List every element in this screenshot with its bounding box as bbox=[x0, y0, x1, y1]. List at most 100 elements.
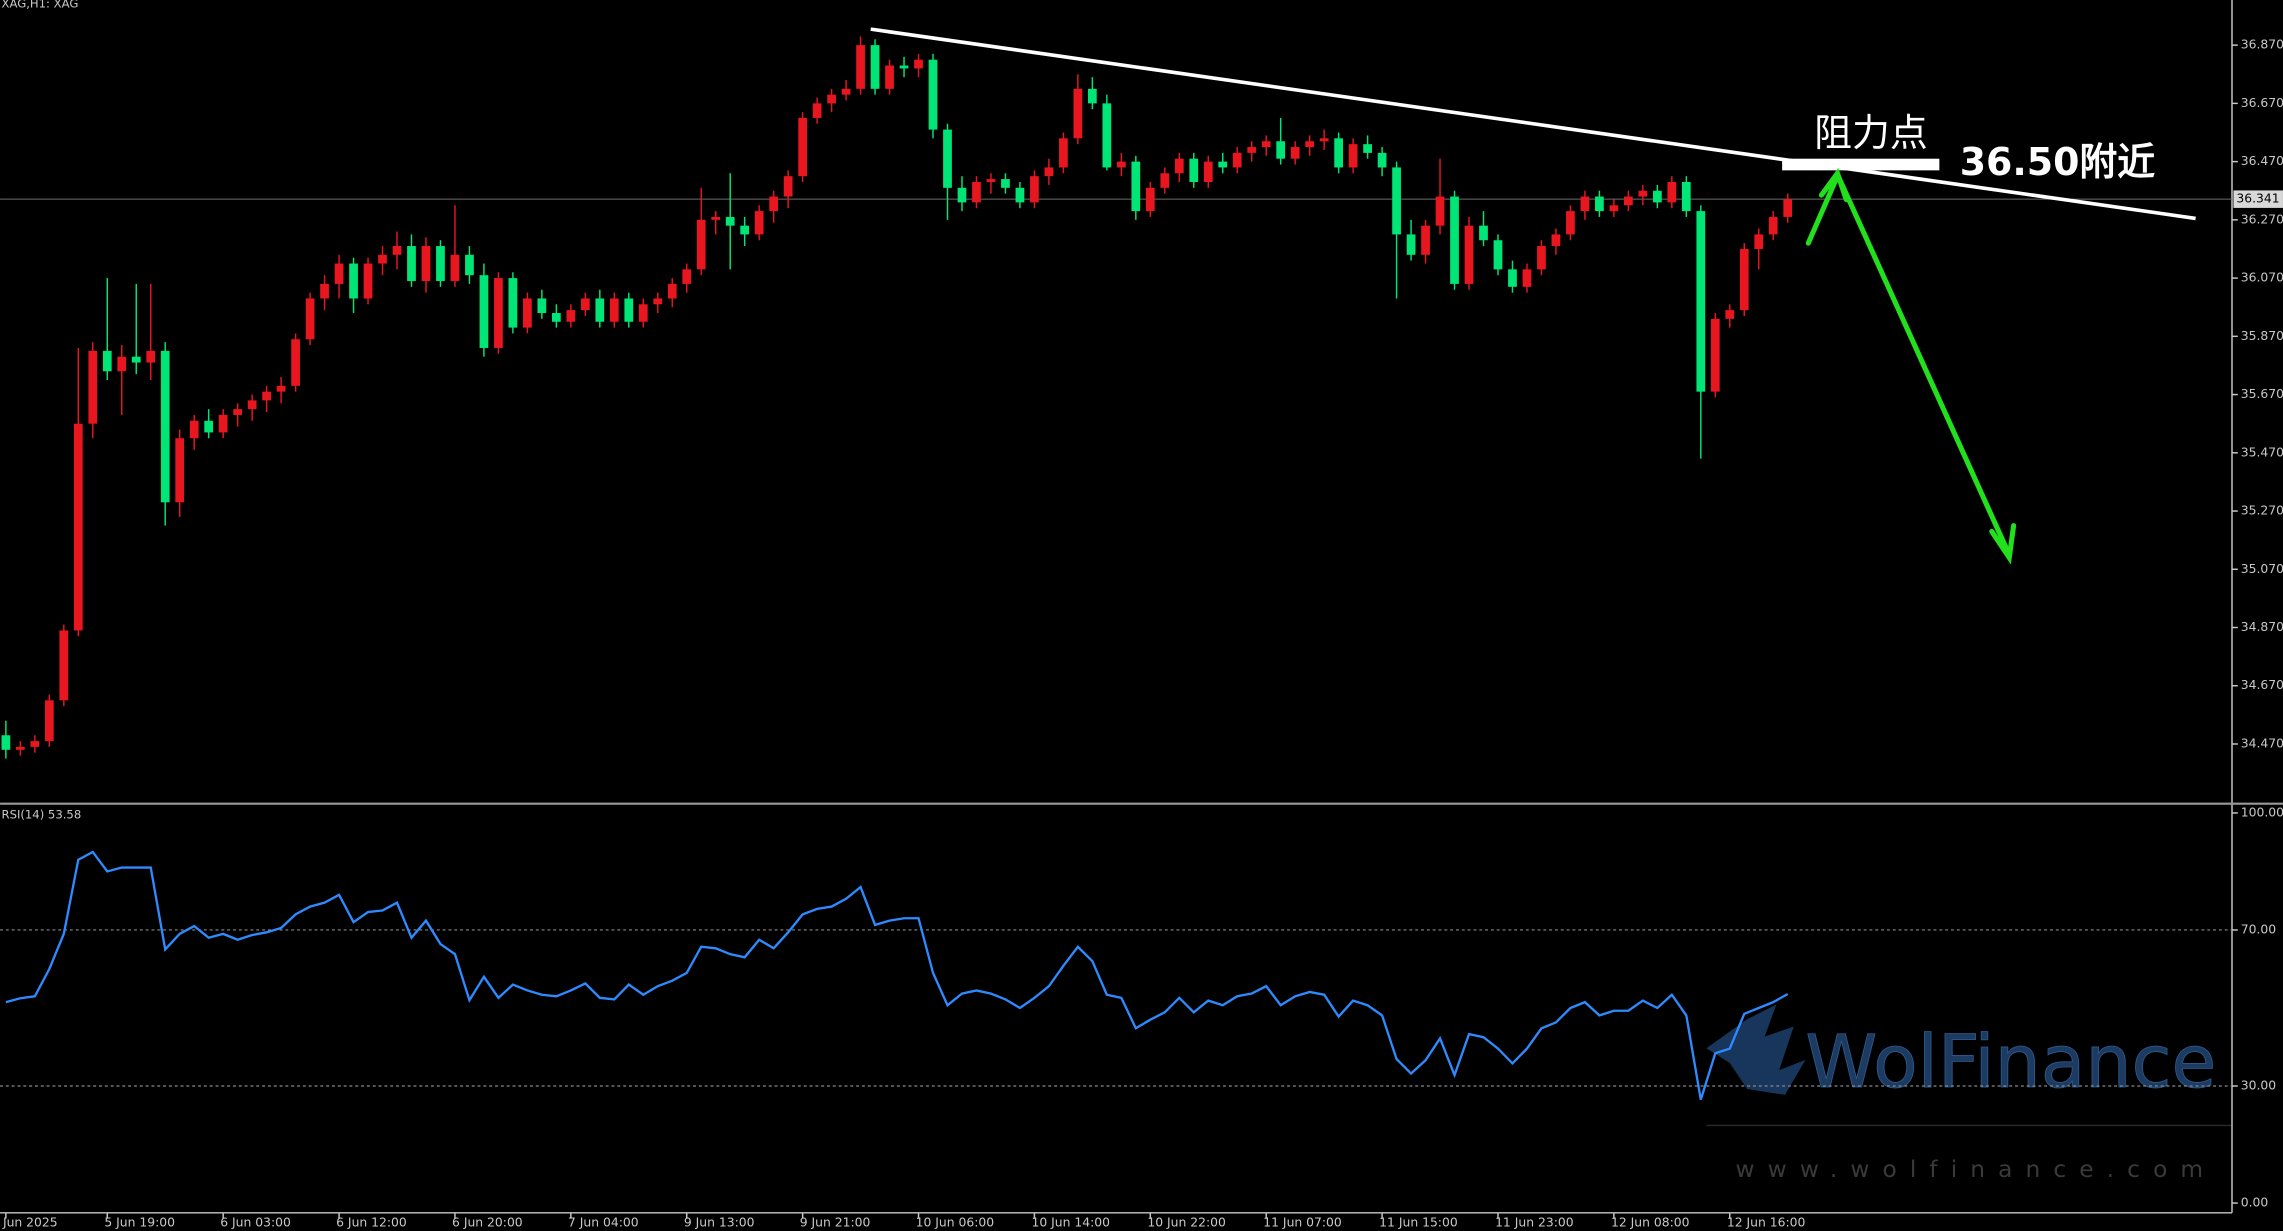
candle-body bbox=[349, 263, 358, 299]
candle-body bbox=[59, 630, 69, 701]
candle-body bbox=[725, 216, 735, 226]
candle-body bbox=[1551, 234, 1561, 247]
candle-body bbox=[1044, 167, 1054, 177]
candle-body bbox=[1276, 141, 1286, 159]
candle-body bbox=[102, 350, 112, 372]
candle-body bbox=[1638, 190, 1648, 197]
x-tick-label: 6 Jun 20:00 bbox=[452, 1215, 523, 1229]
candle-body bbox=[1131, 161, 1141, 212]
candle-body bbox=[204, 420, 214, 433]
candle-body bbox=[1363, 144, 1372, 153]
y-tick-label: 0.00 bbox=[2241, 1196, 2269, 1210]
x-tick-label: 9 Jun 13:00 bbox=[684, 1215, 755, 1229]
candle-body bbox=[1652, 190, 1662, 203]
candle-body bbox=[189, 420, 199, 439]
y-tick-label: 36.070 bbox=[2241, 271, 2283, 285]
candle-body bbox=[1595, 196, 1604, 212]
candle-body bbox=[233, 409, 243, 415]
candle-body bbox=[30, 741, 40, 747]
y-tick-label: 30.00 bbox=[2241, 1079, 2277, 1093]
candle-body bbox=[1319, 138, 1329, 142]
candle-body bbox=[160, 350, 170, 503]
candle-body bbox=[580, 298, 590, 311]
candle-body bbox=[1334, 138, 1344, 168]
x-tick-label: 10 Jun 06:00 bbox=[916, 1215, 995, 1229]
watermark-url: www.wolfinance.com bbox=[1736, 1156, 2217, 1183]
arrow-up bbox=[1805, 173, 1840, 246]
x-tick-label: 10 Jun 14:00 bbox=[1032, 1215, 1111, 1229]
candle-body bbox=[1305, 141, 1315, 148]
candle-body bbox=[928, 59, 938, 130]
candle-body bbox=[667, 283, 677, 299]
x-tick-label: Jun 2025 bbox=[2, 1215, 58, 1229]
candle-body bbox=[740, 225, 750, 235]
chart-title: XAG,H1: XAG bbox=[1, 0, 78, 10]
candle-body bbox=[1667, 181, 1677, 203]
last-price-box bbox=[2233, 190, 2283, 208]
candle-body bbox=[1290, 147, 1300, 159]
annotations: 阻力点 36.50附近 bbox=[870, 27, 2196, 565]
x-tick-label: 6 Jun 03:00 bbox=[220, 1215, 291, 1229]
candle-body bbox=[44, 700, 54, 742]
candle-body bbox=[1725, 310, 1735, 319]
candle-body bbox=[1015, 187, 1025, 203]
y-tick-label: 35.270 bbox=[2241, 504, 2283, 518]
y-tick-label: 34.670 bbox=[2241, 678, 2283, 692]
candle-body bbox=[175, 438, 185, 503]
candle-body bbox=[73, 423, 83, 631]
candle-body bbox=[247, 400, 257, 410]
x-tick-label: 7 Jun 04:00 bbox=[568, 1215, 639, 1229]
candle-body bbox=[1479, 225, 1488, 241]
candle-body bbox=[1247, 147, 1257, 153]
candle-body bbox=[754, 211, 764, 235]
candle-body bbox=[551, 313, 561, 322]
y-tick-label: 36.670 bbox=[2241, 96, 2283, 110]
rsi-title: RSI(14) 53.58 bbox=[1, 807, 81, 821]
candle-body bbox=[146, 350, 156, 363]
candle-body bbox=[1218, 161, 1228, 168]
candle-body bbox=[1754, 234, 1764, 249]
candle-body bbox=[1783, 199, 1793, 217]
candle-body bbox=[1435, 196, 1445, 226]
candle-body bbox=[1566, 211, 1575, 235]
x-tick-label: 5 Jun 19:00 bbox=[104, 1215, 175, 1229]
candle-body bbox=[1609, 205, 1619, 212]
candle-body bbox=[291, 339, 300, 386]
candle-body bbox=[508, 278, 518, 328]
candle-body bbox=[1450, 196, 1459, 284]
candle-body bbox=[1001, 179, 1010, 188]
candle-body bbox=[841, 88, 851, 95]
candle-body bbox=[1203, 161, 1213, 182]
candle-body bbox=[218, 414, 228, 433]
arrow-down bbox=[1836, 175, 2012, 558]
candle-body bbox=[1145, 187, 1155, 212]
trend-line bbox=[870, 27, 2196, 221]
candle-body bbox=[15, 746, 25, 750]
x-tick-label: 12 Jun 08:00 bbox=[1611, 1215, 1690, 1229]
candle-body bbox=[885, 65, 894, 89]
y-tick-label: 34.870 bbox=[2241, 620, 2283, 634]
candle-body bbox=[117, 356, 127, 372]
candle-body bbox=[595, 298, 605, 322]
candle-body bbox=[696, 219, 706, 270]
candle-body bbox=[870, 45, 880, 89]
candle-body bbox=[1189, 158, 1199, 182]
y-tick-label: 36.270 bbox=[2241, 212, 2283, 226]
rsi-line bbox=[5, 850, 1789, 1101]
candle-body bbox=[88, 350, 98, 424]
plot-area: 36.870 36.670 36.470 36.270 36.070 35.870 35.6… bbox=[0, 36, 2283, 1229]
y-tick-label: 35.870 bbox=[2241, 329, 2283, 343]
candle-body bbox=[407, 246, 416, 281]
y-tick-label: 35.070 bbox=[2241, 562, 2283, 576]
candle-body bbox=[972, 181, 981, 203]
candle-body bbox=[827, 94, 836, 104]
candle-body bbox=[1508, 269, 1517, 287]
candle-body bbox=[783, 176, 793, 197]
candle-body bbox=[276, 385, 286, 392]
candle-body bbox=[624, 298, 634, 322]
x-tick-label: 11 Jun 07:00 bbox=[1263, 1215, 1342, 1229]
candle-body bbox=[378, 254, 387, 264]
candle-body bbox=[1102, 103, 1112, 168]
y-tick-label: 100.00 bbox=[2241, 805, 2283, 819]
